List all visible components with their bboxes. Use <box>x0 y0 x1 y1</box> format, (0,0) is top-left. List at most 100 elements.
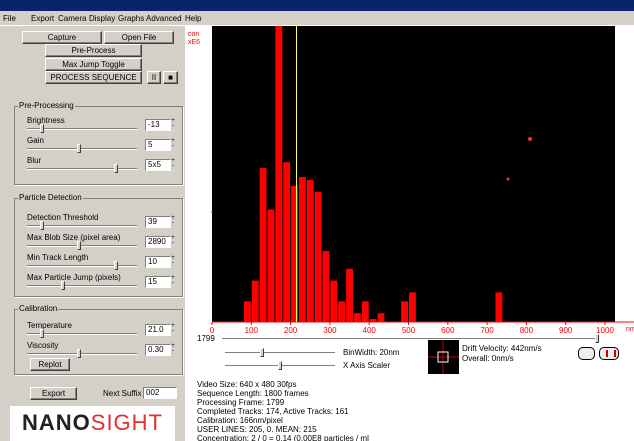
pre-process-button[interactable]: Pre-Process <box>45 44 142 57</box>
pause-button[interactable]: II <box>147 71 161 84</box>
info-line: Completed Tracks: 174, Active Tracks: 16… <box>197 407 349 416</box>
y-label: con <box>188 31 199 38</box>
bar <box>323 251 330 322</box>
drift-overall: Overall: 0nm/s <box>462 354 514 363</box>
value-input[interactable]: 5 <box>145 139 171 151</box>
menu-item[interactable]: File <box>3 14 16 23</box>
value-input[interactable]: 5x5 <box>145 159 171 171</box>
title-bar <box>0 0 634 11</box>
field-label: Detection Threshold <box>27 213 98 222</box>
x-unit: nm <box>626 326 634 333</box>
bin-width: BinWidth: 20nm <box>343 348 399 357</box>
spinner[interactable]: +- <box>170 344 176 354</box>
x-tick-label: 500 <box>402 326 416 335</box>
slider-thumb[interactable] <box>77 241 81 250</box>
menu-item[interactable]: Display <box>89 14 115 23</box>
spinner[interactable]: +- <box>170 276 176 286</box>
slider[interactable] <box>27 148 137 150</box>
app-window: Capture Open File Pre-Process Max Jump T… <box>0 0 634 441</box>
field-label: Brightness <box>27 116 65 125</box>
slider[interactable] <box>27 245 137 247</box>
bar <box>378 313 385 322</box>
value-input[interactable]: -13 <box>145 119 171 131</box>
particle <box>528 137 532 141</box>
stop-button[interactable]: ■ <box>163 71 178 84</box>
slider[interactable] <box>27 265 137 267</box>
process-sequence-button[interactable]: PROCESS SEQUENCE <box>45 71 142 84</box>
slider-thumb[interactable] <box>114 164 118 173</box>
slider-thumb[interactable] <box>77 144 81 153</box>
export-button[interactable]: Export <box>30 387 77 400</box>
spinner[interactable]: +- <box>170 236 176 246</box>
frame-slider[interactable] <box>222 338 598 340</box>
value-input[interactable]: 0.30 <box>145 344 171 356</box>
value-input[interactable]: 21.0 <box>145 324 171 336</box>
spinner[interactable]: +- <box>170 256 176 266</box>
value-input[interactable]: 2890 <box>145 236 171 248</box>
spinner[interactable]: +- <box>170 324 176 334</box>
bar <box>338 301 345 322</box>
suffix-input[interactable]: 002 <box>143 387 177 399</box>
icon-button[interactable] <box>599 347 619 360</box>
logo-light: SIGHT <box>91 410 163 435</box>
replot-button[interactable]: Replot <box>30 358 70 371</box>
particle <box>507 178 510 181</box>
slider-thumb[interactable] <box>595 334 599 343</box>
open-file-button[interactable]: Open File <box>104 31 174 44</box>
control-panel: Capture Open File Pre-Process Max Jump T… <box>0 26 185 441</box>
slider[interactable] <box>27 285 137 287</box>
info-line: Video Size: 640 x 480 30fps <box>197 380 296 389</box>
logo: NANOSIGHT <box>10 406 175 441</box>
menu-item[interactable]: Camera <box>58 14 86 23</box>
drift-velocity: Drift Velocity: 442nm/s <box>462 344 542 353</box>
x-tick-label: 700 <box>480 326 494 335</box>
x-tick-label: 200 <box>284 326 298 335</box>
group-title: Calibration <box>18 304 58 313</box>
slider-thumb[interactable] <box>61 281 65 290</box>
frame-number: 1799 <box>197 334 215 343</box>
slider[interactable] <box>27 168 137 170</box>
group-title: Pre-Processing <box>18 101 75 110</box>
field-label: Blur <box>27 156 41 165</box>
menu-item[interactable]: Advanced <box>146 14 182 23</box>
logo-bold: NANO <box>22 410 91 435</box>
spinner[interactable]: +- <box>170 216 176 226</box>
spinner[interactable]: +- <box>170 159 176 169</box>
slider-thumb[interactable] <box>40 329 44 338</box>
slider[interactable] <box>27 353 137 355</box>
menu-item[interactable]: Help <box>185 14 201 23</box>
value-input[interactable]: 39 <box>145 216 171 228</box>
slider-thumb[interactable] <box>40 221 44 230</box>
x-tick-label: 600 <box>441 326 455 335</box>
icon-button[interactable] <box>578 347 595 360</box>
bar <box>362 301 369 322</box>
slider-thumb[interactable] <box>278 361 282 370</box>
info-line: Sequence Length: 1800 frames <box>197 389 309 398</box>
bar <box>495 292 502 322</box>
bar <box>370 319 377 322</box>
bin-slider[interactable] <box>225 352 335 354</box>
slider-thumb[interactable] <box>77 349 81 358</box>
bar <box>283 162 290 322</box>
menu-item[interactable]: Export <box>31 14 54 23</box>
info-line: Processing Frame: 1799 <box>197 398 284 407</box>
slider-thumb[interactable] <box>114 261 118 270</box>
x-tick-label: 100 <box>245 326 259 335</box>
field-label: Min Track Length <box>27 253 88 262</box>
slider-thumb[interactable] <box>260 348 264 357</box>
capture-button[interactable]: Capture <box>22 31 102 44</box>
x-tick-label: 900 <box>559 326 573 335</box>
menu-item[interactable]: Graphs <box>118 14 144 23</box>
bar <box>315 192 322 322</box>
bar <box>307 180 314 322</box>
spinner[interactable]: +- <box>170 119 176 129</box>
histogram: con xE6 nm 01002003004005006007008009001… <box>185 26 634 342</box>
value-input[interactable]: 15 <box>145 276 171 288</box>
max-jump-button[interactable]: Max Jump Toggle <box>45 58 142 71</box>
value-input[interactable]: 10 <box>145 256 171 268</box>
slider-thumb[interactable] <box>40 124 44 133</box>
bar <box>244 301 251 322</box>
bar <box>299 177 306 322</box>
x-axis-scaler: X Axis Scaler <box>343 361 390 370</box>
spinner[interactable]: +- <box>170 139 176 149</box>
